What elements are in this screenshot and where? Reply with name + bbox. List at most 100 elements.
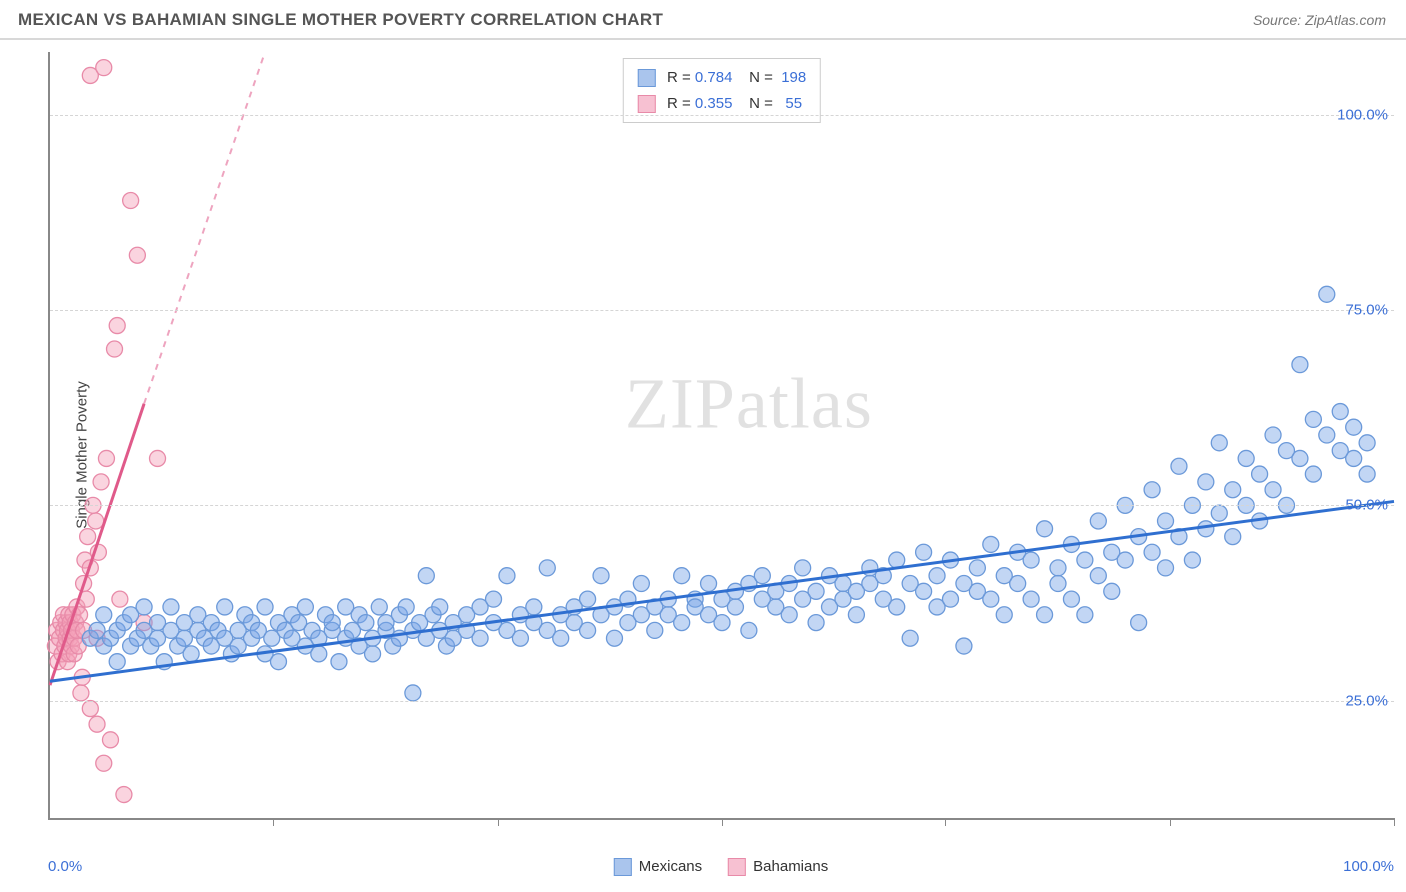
legend-label-b: Bahamians	[753, 858, 828, 875]
data-point	[1211, 435, 1227, 451]
data-point	[1117, 552, 1133, 568]
data-point	[398, 599, 414, 615]
trend-line	[50, 501, 1394, 681]
data-point	[331, 654, 347, 670]
data-point	[781, 607, 797, 623]
data-point	[983, 591, 999, 607]
x-max-label: 100.0%	[1343, 858, 1394, 875]
data-point	[1252, 466, 1268, 482]
data-point	[1359, 435, 1375, 451]
data-point	[593, 568, 609, 584]
data-point	[1238, 450, 1254, 466]
data-point	[1077, 607, 1093, 623]
data-point	[96, 60, 112, 76]
data-point	[136, 599, 152, 615]
data-point	[270, 654, 286, 670]
data-point	[1144, 544, 1160, 560]
data-point	[365, 646, 381, 662]
data-point	[102, 732, 118, 748]
data-point	[163, 599, 179, 615]
data-point	[73, 685, 89, 701]
data-point	[1104, 583, 1120, 599]
data-point	[1037, 521, 1053, 537]
gridline	[50, 310, 1394, 311]
y-tick-label: 50.0%	[1345, 497, 1388, 514]
trend-line	[144, 52, 265, 404]
data-point	[1050, 560, 1066, 576]
data-point	[1211, 505, 1227, 521]
data-point	[96, 755, 112, 771]
data-point	[1319, 427, 1335, 443]
data-point	[674, 568, 690, 584]
data-point	[983, 536, 999, 552]
data-point	[183, 646, 199, 662]
data-point	[1090, 568, 1106, 584]
data-point	[472, 630, 488, 646]
data-point	[80, 529, 96, 545]
data-point	[1305, 411, 1321, 427]
data-point	[1050, 576, 1066, 592]
data-point	[1265, 482, 1281, 498]
data-point	[358, 615, 374, 631]
data-point	[486, 591, 502, 607]
data-point	[848, 607, 864, 623]
data-point	[727, 599, 743, 615]
data-point	[969, 560, 985, 576]
x-tick	[1170, 818, 1171, 826]
data-point	[112, 591, 128, 607]
x-tick	[1394, 818, 1395, 826]
data-point	[889, 599, 905, 615]
data-point	[674, 615, 690, 631]
data-point	[701, 576, 717, 592]
data-point	[123, 193, 139, 209]
data-point	[96, 607, 112, 623]
data-point	[107, 341, 123, 357]
data-point	[116, 787, 132, 803]
data-point	[89, 716, 105, 732]
data-point	[633, 576, 649, 592]
data-point	[808, 615, 824, 631]
data-point	[1037, 607, 1053, 623]
data-point	[324, 615, 340, 631]
data-point	[109, 654, 125, 670]
data-point	[1090, 513, 1106, 529]
data-point	[956, 638, 972, 654]
data-point	[418, 568, 434, 584]
data-point	[1184, 552, 1200, 568]
data-point	[311, 646, 327, 662]
chart-title: MEXICAN VS BAHAMIAN SINGLE MOTHER POVERT…	[18, 10, 663, 30]
data-point	[88, 513, 104, 529]
data-point	[916, 544, 932, 560]
gridline	[50, 115, 1394, 116]
legend-label-a: Mexicans	[639, 858, 702, 875]
data-point	[432, 599, 448, 615]
data-point	[1158, 560, 1174, 576]
data-point	[512, 630, 528, 646]
data-point	[580, 591, 596, 607]
data-point	[297, 599, 313, 615]
data-point	[647, 622, 663, 638]
data-point	[1359, 466, 1375, 482]
data-point	[539, 560, 555, 576]
data-point	[93, 474, 109, 490]
data-point	[1171, 458, 1187, 474]
data-point	[1063, 591, 1079, 607]
scatter-svg	[50, 52, 1394, 818]
data-point	[499, 568, 515, 584]
x-tick	[722, 818, 723, 826]
data-point	[257, 599, 273, 615]
data-point	[929, 568, 945, 584]
data-point	[1023, 552, 1039, 568]
legend-swatch-a-icon	[614, 858, 632, 876]
data-point	[795, 560, 811, 576]
data-point	[808, 583, 824, 599]
data-point	[1346, 419, 1362, 435]
legend-item-a: Mexicans	[614, 858, 702, 876]
data-point	[1346, 450, 1362, 466]
data-point	[741, 622, 757, 638]
x-tick	[273, 818, 274, 826]
data-point	[371, 599, 387, 615]
legend-swatch-b-icon	[728, 858, 746, 876]
data-point	[526, 599, 542, 615]
data-point	[98, 450, 114, 466]
